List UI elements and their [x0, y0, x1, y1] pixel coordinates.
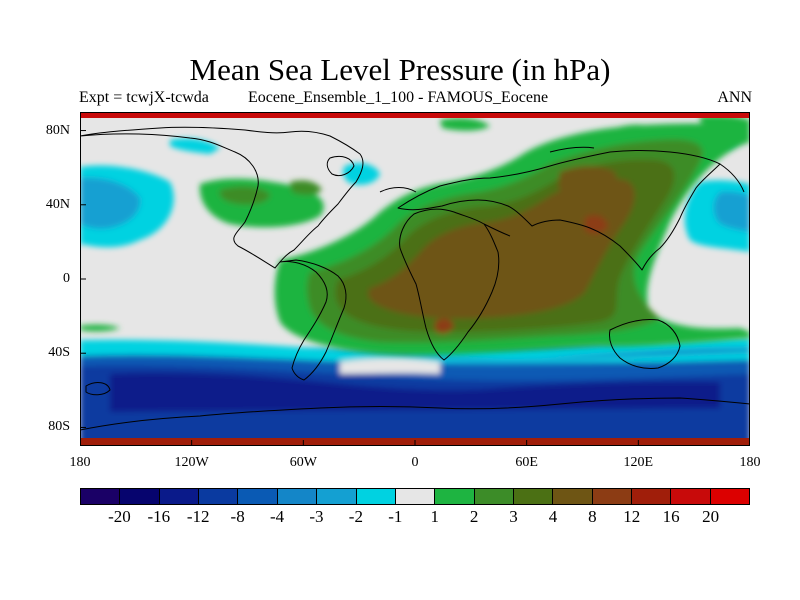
longitude-label: 180	[739, 455, 761, 470]
colorbar	[80, 488, 750, 505]
experiment-label: Expt = tcwjX-tcwda	[79, 89, 209, 106]
latitude-label: 80S	[48, 419, 70, 435]
colorbar-label: -16	[147, 507, 171, 526]
colorbar-label: 2	[469, 507, 479, 526]
colorbar-label: -8	[230, 507, 245, 526]
colorbar-segment	[553, 489, 593, 504]
colorbar-segment	[435, 489, 475, 504]
colorbar-label: 1	[430, 507, 439, 526]
latitude-label: 40S	[48, 345, 70, 361]
colorbar-segment	[81, 489, 121, 504]
colorbar-segment	[317, 489, 357, 504]
colorbar-label: -20	[108, 507, 131, 526]
colorbar-segment	[513, 489, 554, 504]
colorbar-segment	[356, 489, 396, 504]
colorbar-segment	[238, 489, 278, 504]
longitude-label: 0	[411, 455, 419, 470]
colorbar-segment	[474, 489, 514, 504]
colorbar-label: -1	[388, 507, 403, 526]
colorbar-segment	[199, 489, 239, 504]
coastlines	[80, 126, 750, 431]
longitude-label: 180	[69, 455, 91, 470]
pressure-map	[80, 112, 750, 446]
colorbar-label: 16	[662, 507, 680, 526]
map-title: Mean Sea Level Pressure (in hPa)	[189, 52, 611, 87]
longitude-label: 120E	[623, 455, 654, 470]
positive-anomaly	[80, 115, 750, 356]
longitude-label: 60E	[515, 455, 538, 470]
colorbar-label: -12	[186, 507, 210, 526]
latitude-label: 40N	[45, 196, 70, 212]
colorbar-label: 12	[623, 507, 641, 526]
colorbar-segment	[120, 489, 160, 504]
north-polar-band	[80, 112, 750, 118]
longitude-label: 120W	[174, 455, 209, 470]
colorbar-segment	[592, 489, 633, 504]
colorbar-label: 3	[509, 507, 518, 526]
latitude-label: 80N	[45, 122, 70, 138]
southern-negative-anomaly	[80, 338, 750, 446]
colorbar-segment	[710, 489, 750, 504]
colorbar-label: 4	[548, 507, 558, 526]
colorbar-segment	[632, 489, 672, 504]
ensemble-label: Eocene_Ensemble_1_100 - FAMOUS_Eocene	[248, 89, 549, 106]
colorbar-segment	[159, 489, 200, 504]
colorbar-label: -2	[348, 507, 363, 526]
longitude-label: 60W	[289, 455, 317, 470]
colorbar-segment	[277, 489, 318, 504]
colorbar-segment	[395, 489, 436, 504]
colorbar-label: 8	[588, 507, 597, 526]
season-label: ANN	[717, 89, 752, 106]
colorbar-label: -4	[269, 507, 285, 526]
colorbar-label: 20	[702, 507, 720, 526]
colorbar-segment	[671, 489, 711, 504]
colorbar-label: -3	[309, 507, 324, 526]
latitude-label: 0	[63, 271, 70, 286]
